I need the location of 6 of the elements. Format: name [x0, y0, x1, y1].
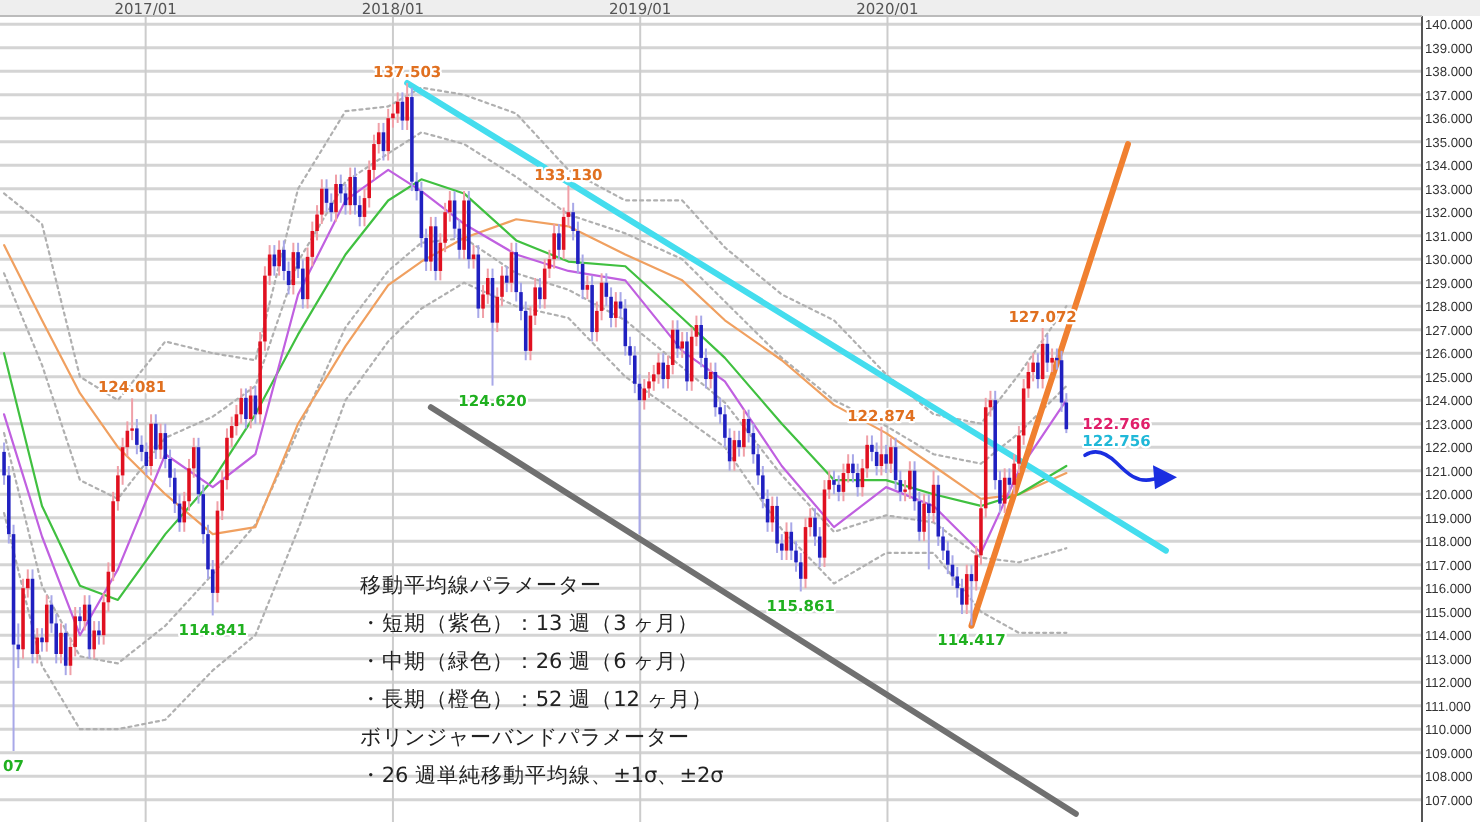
annotation: ・中期（緑色）：26 週（6 ヶ月） — [359, 648, 700, 675]
annotation: ・26 週単純移動平均線、±1σ、±2σ — [359, 764, 725, 789]
annotation: ボリンジャーバンドパラメーター — [359, 726, 690, 751]
annotation: 移動平均線パラメーター — [359, 574, 602, 599]
annotation: ・長期（橙色）：52 週（12 ヶ月） — [359, 688, 713, 713]
annotation: ・短期（紫色）：13 週（3 ヶ月） — [359, 610, 700, 637]
